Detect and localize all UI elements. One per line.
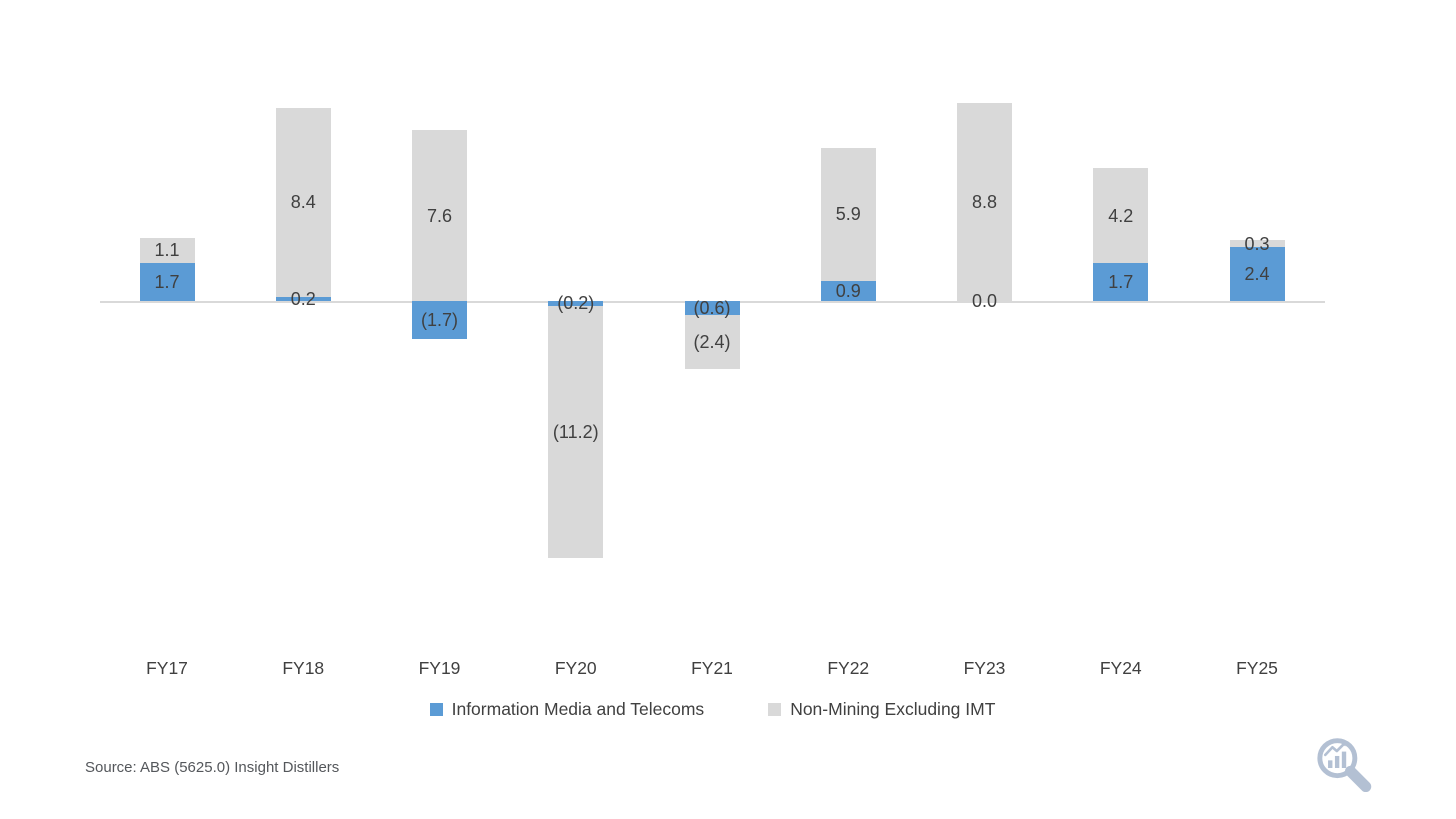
bar-segment-FY23-series1	[957, 103, 1012, 301]
bar-data-label: 5.9	[835, 204, 861, 225]
bar-data-label: (2.4)	[693, 331, 731, 352]
legend-item-imt: Information Media and Telecoms	[429, 699, 705, 720]
bar-data-label: 4.2	[1108, 205, 1134, 226]
legend-item-nonmining: Non-Mining Excluding IMT	[768, 699, 995, 720]
bar-data-label: 7.6	[426, 205, 453, 226]
bar-data-label: (1.7)	[420, 310, 458, 331]
bar-segment-FY20-series1	[548, 305, 604, 558]
bar-segment-FY19-series0	[412, 301, 467, 340]
bar-segment-FY20-series0	[548, 301, 604, 306]
x-axis-label-FY23: FY23	[963, 658, 1006, 678]
bar-segment-FY25-series0	[1229, 247, 1285, 301]
bar-segment-FY21-series1	[684, 314, 740, 369]
bar-data-label: 8.4	[290, 192, 316, 212]
bar-data-label: (0.6)	[693, 297, 731, 318]
bar-segment-FY22-series1	[820, 148, 876, 281]
bar-segment-FY22-series0	[820, 280, 876, 301]
bar-data-label: 0.0	[971, 291, 998, 311]
bar-segment-FY24-series0	[1093, 262, 1149, 301]
x-axis-label-FY25: FY25	[1236, 658, 1278, 678]
bar-segment-FY18-series0	[275, 296, 331, 301]
bar-data-label: 0.3	[1244, 233, 1270, 254]
bar-segment-FY17-series1	[139, 238, 195, 263]
magnifier-chart-icon	[1310, 733, 1380, 803]
x-axis-label-FY20: FY20	[554, 658, 597, 678]
bar-data-label: 1.7	[1108, 271, 1134, 292]
bar-segment-FY18-series1	[275, 107, 331, 297]
bar-data-label: 1.7	[154, 271, 180, 292]
bar-segment-FY21-series0	[684, 301, 740, 315]
source-note: Source: ABS (5625.0) Insight Distillers	[85, 759, 340, 776]
x-axis-label-FY19: FY19	[418, 658, 461, 678]
bar-data-label: 2.4	[1244, 264, 1270, 284]
bar-segment-FY25-series1	[1229, 240, 1285, 247]
bar-data-label: 0.9	[835, 280, 861, 301]
bar-data-label: 1.1	[154, 240, 180, 261]
bar-segment-FY24-series1	[1093, 168, 1149, 263]
bar-data-label: 0.2	[290, 288, 316, 309]
bar-segment-FY17-series0	[139, 262, 195, 301]
x-axis-label-FY24: FY24	[1099, 658, 1142, 678]
chart-legend: Information Media and Telecoms Non-Minin…	[100, 699, 1325, 720]
x-axis-label-FY22: FY22	[827, 658, 870, 678]
legend-label-imt: Information Media and Telecoms	[451, 699, 705, 719]
bar-data-label: (11.2)	[552, 421, 599, 442]
bar-data-label: (0.2)	[557, 293, 595, 314]
bar-segment-FY19-series1	[412, 130, 467, 301]
x-axis-label-FY17: FY17	[146, 658, 188, 678]
x-axis-label-FY18: FY18	[282, 658, 325, 678]
legend-swatch-blue-icon	[429, 703, 443, 716]
legend-label-nonmining: Non-Mining Excluding IMT	[790, 699, 996, 719]
x-axis-label-FY21: FY21	[691, 658, 733, 678]
bar-data-label: 8.8	[971, 192, 998, 212]
legend-swatch-gray-icon	[768, 703, 782, 716]
